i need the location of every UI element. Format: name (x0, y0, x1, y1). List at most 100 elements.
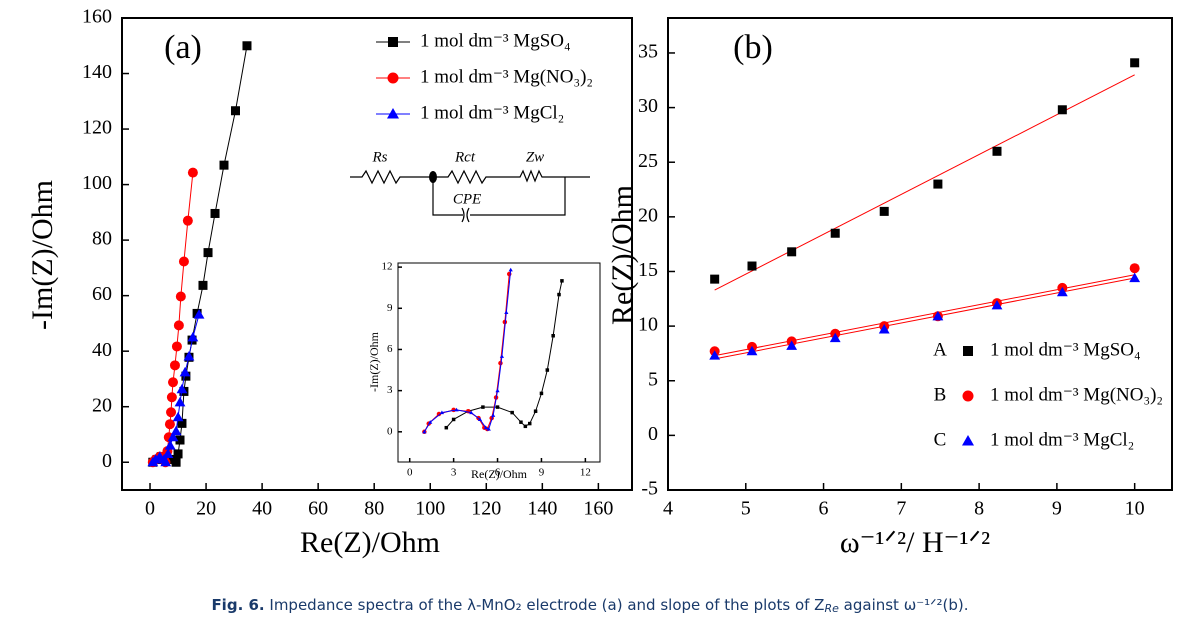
marker (510, 410, 514, 415)
x-axis-title: Re(Z)/Ohm (471, 467, 528, 481)
y-tick-label: 40 (92, 339, 112, 361)
x-tick-label: 120 (471, 498, 501, 520)
plot-frame (121, 17, 633, 491)
marker (444, 425, 449, 430)
marker (193, 309, 205, 319)
marker (175, 435, 185, 445)
y-tick-label: -5 (641, 478, 658, 500)
marker (173, 449, 183, 459)
circuit (350, 169, 590, 223)
marker (174, 396, 186, 407)
marker (169, 360, 180, 371)
marker (508, 267, 513, 272)
y-axis-title: -Im(Z)/Ohm (26, 180, 59, 330)
marker (557, 292, 561, 297)
y-tick-label: 160 (82, 6, 112, 28)
marker (469, 410, 474, 415)
marker (829, 332, 841, 343)
plot-frame (397, 262, 601, 463)
marker (786, 340, 798, 350)
marker (177, 418, 187, 428)
legend-marker (388, 37, 398, 47)
x-tick-label: 9 (1052, 498, 1062, 520)
y-axis-title: Re(Z)/Ohm (606, 185, 639, 325)
marker (176, 383, 188, 394)
marker (1130, 58, 1140, 68)
marker (164, 419, 175, 430)
marker (519, 420, 523, 424)
circuit-label: Zw (526, 149, 544, 165)
marker (533, 409, 538, 413)
circuit-label: CPE (453, 191, 481, 207)
y-tick-label: 0 (102, 450, 112, 472)
marker (187, 331, 199, 342)
x-tick-label: 140 (527, 498, 557, 520)
x-axis-title: Re(Z)/Ohm (300, 526, 440, 559)
caption: Fig. 6. Impedance spectra of the λ-MnO₂ … (211, 596, 968, 616)
x-axis-title: ω⁻¹ᐟ²/ H⁻¹ᐟ² (840, 526, 990, 559)
marker (560, 279, 564, 283)
legend-key: B (934, 384, 947, 405)
x-tick-label: 80 (364, 498, 384, 520)
marker (495, 405, 500, 409)
marker (1129, 263, 1140, 274)
y-tick-label: 25 (638, 150, 658, 172)
marker (428, 420, 433, 424)
marker (170, 425, 182, 436)
marker (1057, 105, 1067, 115)
marker (709, 350, 721, 360)
legend-label: 1 mol dm⁻³ Mg(NO₃)₂ (990, 384, 1163, 405)
legend-label: 1 mol dm⁻³ MgCl₂ (990, 429, 1134, 450)
x-tick-label: 9 (539, 467, 545, 479)
x-tick-label: 8 (974, 498, 984, 520)
marker (219, 160, 229, 170)
legend-marker (962, 435, 974, 446)
circuit-wire (432, 177, 566, 216)
marker (483, 425, 488, 430)
marker (173, 320, 184, 331)
caption-text: against ω⁻¹ᐟ²(b). (839, 596, 969, 614)
legend-label: 1 mol dm⁻³ Mg(NO₃)₂ (420, 66, 593, 87)
legend-label: 1 mol dm⁻³ MgSO₄ (420, 30, 571, 51)
marker (166, 407, 177, 418)
marker (710, 274, 720, 284)
y-tick-label: 140 (82, 61, 112, 83)
circuit-wire (350, 169, 590, 185)
x-tick-label: 4 (663, 498, 673, 520)
marker (179, 366, 191, 377)
marker (879, 206, 889, 216)
marker (168, 377, 178, 388)
legend-label: 1 mol dm⁻³ MgCl₂ (420, 102, 564, 123)
circuit-label: Rs (372, 149, 388, 165)
y-tick-label: 10 (638, 314, 658, 336)
caption-text: Re (824, 602, 839, 615)
marker (164, 440, 176, 450)
plot-frame (667, 17, 1173, 491)
marker (545, 368, 550, 372)
legend-marker (387, 72, 399, 84)
marker (454, 407, 459, 412)
marker (991, 299, 1003, 310)
marker (203, 248, 213, 258)
x-tick-label: 160 (583, 498, 613, 520)
circuit-node (429, 171, 437, 183)
marker (187, 167, 198, 178)
marker (992, 146, 1002, 156)
panel-label: (b) (733, 29, 773, 66)
x-tick-label: 60 (308, 498, 328, 520)
y-tick-label: 6 (387, 343, 393, 355)
y-tick-label: 3 (387, 384, 393, 396)
marker (932, 310, 944, 321)
legend-key: A (933, 339, 947, 360)
marker (878, 323, 890, 334)
marker (491, 413, 496, 417)
marker (504, 310, 509, 314)
marker (230, 106, 240, 116)
caption-label: Fig. 6. (211, 596, 264, 614)
marker (166, 392, 177, 403)
marker (539, 391, 544, 396)
marker (477, 417, 483, 422)
x-tick-label: 10 (1125, 498, 1145, 520)
y-tick-label: 60 (92, 283, 112, 305)
marker (499, 354, 505, 358)
